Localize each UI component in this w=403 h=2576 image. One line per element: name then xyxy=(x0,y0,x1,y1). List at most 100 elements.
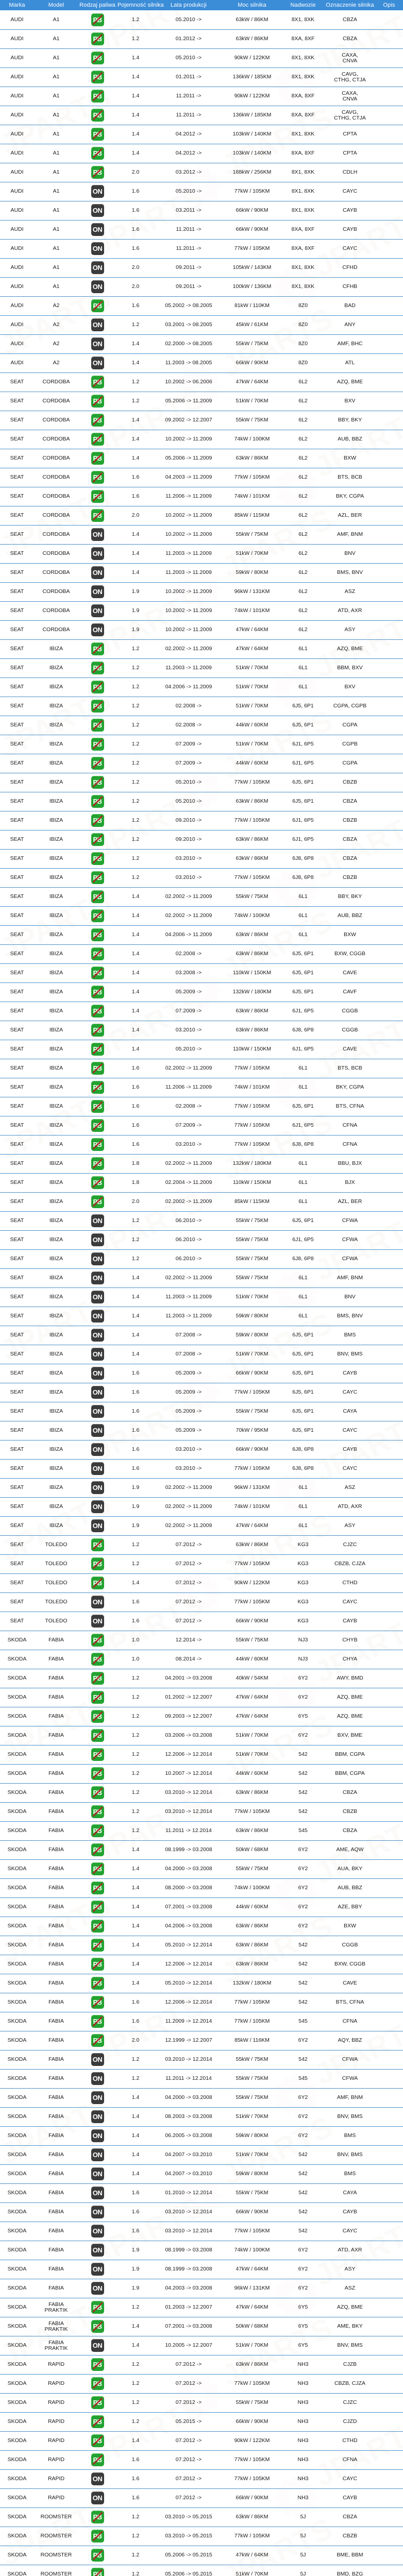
table-row[interactable]: SEATIBIZAPB1.607.2009 -> 77kW / 105KM6J1… xyxy=(0,1116,403,1136)
cell-fuel[interactable]: PB xyxy=(78,963,116,983)
table-row[interactable]: SEATIBIZAPB1.405.2009 -> 132kW / 180KM6J… xyxy=(0,982,403,1002)
cell-fuel[interactable]: PB xyxy=(78,677,116,697)
cell-fuel[interactable]: ON xyxy=(78,2088,116,2108)
table-row[interactable]: SEAT IBIZA ON 1.4 02.2002 -> 11.2009 55kW / 7… xyxy=(0,1268,403,1288)
cell-fuel[interactable]: PB xyxy=(78,2298,116,2317)
table-row[interactable]: SKODAFABIAPB1.008.2014 -> 44kW / 60KMNJ3… xyxy=(0,1650,403,1669)
cell-fuel[interactable]: ON xyxy=(78,1459,116,1479)
column-header-marka[interactable]: Marka xyxy=(0,0,34,10)
cell-fuel[interactable]: PB xyxy=(78,716,116,735)
cell-fuel[interactable]: PB xyxy=(78,1040,116,1059)
table-row[interactable]: AUDI A1 ON 2.0 09.2011 -> 100kW / 136KM 8X1, 8… xyxy=(0,277,403,297)
cell-fuel[interactable]: ON xyxy=(78,1307,116,1326)
cell-fuel[interactable]: ON xyxy=(78,182,116,201)
table-row[interactable]: SKODA FABIA ON 1.4 08.2003 -> 03.2008 51kW / … xyxy=(0,2107,403,2127)
table-row[interactable]: SEATIBIZAPB1.405.2010 -> 110kW / 150KM6J… xyxy=(0,1040,403,1059)
column-header-opis[interactable]: Opis xyxy=(375,0,403,10)
table-row[interactable]: SEAT TOLEDO ON 1.6 07.2012 -> 66kW / 90KM KG3… xyxy=(0,1612,403,1631)
cell-fuel[interactable]: PB xyxy=(78,2565,116,2576)
cell-fuel[interactable]: ON xyxy=(78,1421,116,1440)
cell-fuel[interactable]: ON xyxy=(78,1478,116,1498)
cell-fuel[interactable]: PB xyxy=(78,1936,116,1955)
cell-fuel[interactable]: ON xyxy=(78,220,116,240)
table-row[interactable]: SKODA FABIA PRAKTIK ON 1.4 10.2005 -> 12.2007… xyxy=(0,2336,403,2355)
cell-fuel[interactable]: ON xyxy=(78,2050,116,2070)
table-row[interactable]: SEAT IBIZA ON 1.2 06.2010 -> 55kW / 75KM 6J5,… xyxy=(0,1211,403,1231)
cell-fuel[interactable]: PB xyxy=(78,735,116,754)
cell-fuel[interactable]: PB xyxy=(78,2393,116,2413)
table-row[interactable]: SEATIBIZAPB1.205.2010 -> 63kW / 86KM6J5,… xyxy=(0,792,403,811)
column-header-fuel[interactable]: Rodzaj paliwa xyxy=(78,0,116,10)
table-row[interactable]: SEATIBIZAPB1.205.2010 -> 77kW / 105KM6J5… xyxy=(0,773,403,792)
cell-fuel[interactable]: ON xyxy=(78,315,116,335)
table-row[interactable]: SEAT CORDOBA ON 1.9 10.2002 -> 11.2009 47kW /… xyxy=(0,620,403,640)
table-row[interactable]: SEAT IBIZA ON 1.2 06.2010 -> 55kW / 75KM 6J8,… xyxy=(0,1249,403,1269)
cell-fuel[interactable]: ON xyxy=(78,1364,116,1383)
cell-fuel[interactable]: PB xyxy=(78,1840,116,1860)
table-row[interactable]: SKODARAPIDPB1.407.2012 -> 90kW / 122KMNH… xyxy=(0,2431,403,2451)
table-row[interactable]: AUDI A2 ON 1.4 11.2003 -> 08.2005 66kW / 90KM… xyxy=(0,353,403,373)
column-header-pojemnosc[interactable]: Pojemność silnika xyxy=(116,0,164,10)
cell-fuel[interactable]: PB xyxy=(78,1573,116,1593)
table-row[interactable]: SKODA FABIA ON 1.6 03.2010 -> 12.2014 66kW / … xyxy=(0,2202,403,2222)
cell-fuel[interactable]: PB xyxy=(78,392,116,411)
table-row[interactable]: SEAT IBIZA ON 1.2 06.2010 -> 55kW / 75KM 6J1,… xyxy=(0,1230,403,1250)
cell-fuel[interactable]: ON xyxy=(78,1249,116,1269)
table-row[interactable]: SEAT IBIZA ON 1.4 07.2008 -> 51kW / 70KM 6J5,… xyxy=(0,1345,403,1364)
cell-fuel[interactable]: ON xyxy=(78,2107,116,2127)
cell-fuel[interactable]: PB xyxy=(78,2507,116,2527)
table-row[interactable]: SEATIBIZAPB1.203.2010 -> 63kW / 86KM6J8,… xyxy=(0,849,403,869)
cell-fuel[interactable]: ON xyxy=(78,2222,116,2241)
cell-fuel[interactable]: ON xyxy=(78,582,116,602)
cell-fuel[interactable]: PB xyxy=(78,1917,116,1936)
cell-fuel[interactable]: ON xyxy=(78,2260,116,2279)
cell-fuel[interactable]: PB xyxy=(78,1078,116,1097)
cell-fuel[interactable]: PB xyxy=(78,2412,116,2432)
cell-fuel[interactable]: PB xyxy=(78,48,116,68)
table-row[interactable]: SKODARAPIDPB1.207.2012 -> 55kW / 75KMNH3… xyxy=(0,2393,403,2413)
table-row[interactable]: SEATIBIZAPB1.209.2010 -> 77kW / 105KM6J1… xyxy=(0,811,403,831)
cell-fuel[interactable]: PB xyxy=(78,67,116,87)
table-row[interactable]: SKODA FABIA ON 1.4 04.2007 -> 03.2010 59kW / … xyxy=(0,2164,403,2184)
cell-fuel[interactable]: PB xyxy=(78,2450,116,2470)
cell-fuel[interactable]: ON xyxy=(78,563,116,583)
cell-fuel[interactable]: PB xyxy=(78,1097,116,1116)
table-row[interactable]: SKODARAPIDPB1.205.2015 -> 66kW / 90KMNH3… xyxy=(0,2412,403,2432)
table-row[interactable]: SEAT CORDOBA ON 1.4 10.2002 -> 11.2009 55kW /… xyxy=(0,525,403,545)
table-row[interactable]: SEATIBIZAPB1.407.2009 -> 63kW / 86KM6J1,… xyxy=(0,1002,403,1021)
cell-fuel[interactable]: PB xyxy=(78,2374,116,2394)
table-row[interactable]: SKODA FABIA ON 1.6 03.2010 -> 12.2014 77kW / … xyxy=(0,2222,403,2241)
cell-fuel[interactable]: PB xyxy=(78,830,116,850)
table-row[interactable]: SEAT IBIZA ON 1.6 05.2009 -> 55kW / 75KM 6J5,… xyxy=(0,1402,403,1421)
cell-fuel[interactable]: PB xyxy=(78,1002,116,1021)
table-row[interactable]: SEATIBIZAPB1.603.2010 -> 77kW / 105KM6J8… xyxy=(0,1135,403,1155)
cell-fuel[interactable]: ON xyxy=(78,525,116,545)
cell-fuel[interactable]: PB xyxy=(78,658,116,678)
table-row[interactable]: SEATTOLEDOPB1.207.2012 -> 77kW / 105KMKG… xyxy=(0,1554,403,1574)
cell-fuel[interactable]: PB xyxy=(78,811,116,831)
table-row[interactable]: SKODA ROOMSTER PB 1.2 05.2006 -> 05.2015 51kW… xyxy=(0,2565,403,2576)
table-row[interactable]: SEATIBIZAPB1.207.2009 -> 44kW / 60KM6J1,… xyxy=(0,754,403,773)
cell-fuel[interactable]: PB xyxy=(78,1650,116,1669)
table-row[interactable]: SEAT IBIZA ON 1.6 05.2009 -> 77kW / 105KM 6J5… xyxy=(0,1383,403,1402)
table-row[interactable]: SEATTOLEDOPB1.207.2012 -> 63kW / 86KMKG3… xyxy=(0,1535,403,1555)
